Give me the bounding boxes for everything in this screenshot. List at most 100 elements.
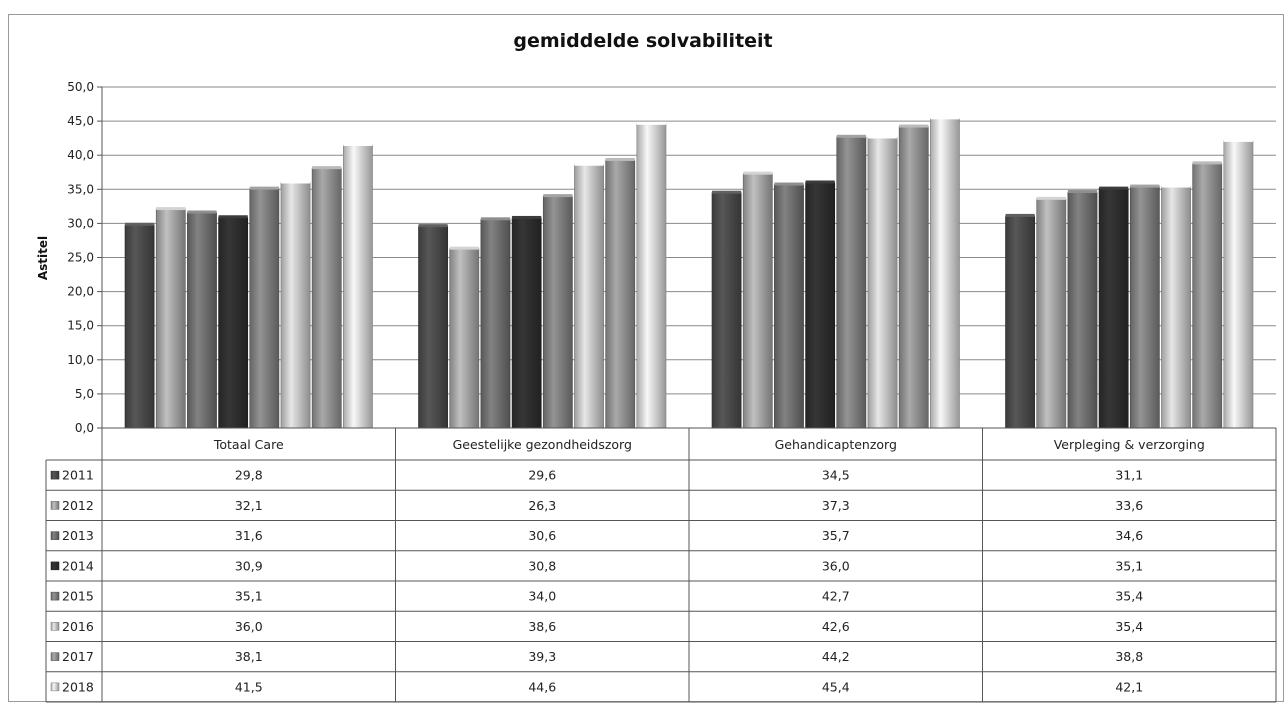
bar-2011 <box>1005 215 1035 429</box>
data-cell: 37,3 <box>822 498 850 513</box>
bar-2018 <box>1223 140 1254 429</box>
data-cell: 34,0 <box>528 589 556 604</box>
bar-2014 <box>511 217 542 429</box>
y-tick-label: 25,0 <box>67 251 94 265</box>
data-cell: 33,6 <box>1115 498 1143 513</box>
bar-top <box>187 210 217 214</box>
legend-label-2011: 2011 <box>62 468 94 483</box>
bar-2018 <box>930 118 960 429</box>
bar-2017 <box>605 159 636 429</box>
bar-top <box>899 124 929 128</box>
bar-top <box>512 215 542 219</box>
legend-label-2016: 2016 <box>62 619 94 634</box>
bar-top <box>1192 161 1222 165</box>
bar-2013 <box>774 184 804 429</box>
data-cell: 34,6 <box>1115 528 1143 543</box>
y-tick-label: 45,0 <box>67 114 94 128</box>
bar-2016 <box>867 137 898 429</box>
bar-top <box>1223 138 1253 142</box>
y-tick-label: 30,0 <box>67 216 94 230</box>
bar-2015 <box>249 188 280 429</box>
bar-2012 <box>449 248 480 429</box>
bar-top <box>1067 190 1098 194</box>
bar-top <box>805 180 835 184</box>
legend-label-2018: 2018 <box>62 679 94 694</box>
bar-2016 <box>1161 186 1191 429</box>
data-cell: 30,6 <box>528 528 556 543</box>
bar-top <box>743 171 773 175</box>
legend-key-2015 <box>50 591 60 601</box>
bar-2013 <box>1067 191 1098 429</box>
data-cell: 38,6 <box>528 619 556 634</box>
y-tick-label: 35,0 <box>67 182 94 196</box>
data-cell: 35,1 <box>235 589 263 604</box>
bar-2014 <box>1098 188 1129 429</box>
data-cell: 32,1 <box>235 498 263 513</box>
legend-label-2015: 2015 <box>62 589 94 604</box>
category-label: Geestelijke gezondheidszorg <box>453 437 632 452</box>
data-cell: 35,7 <box>822 528 850 543</box>
bar-top <box>156 207 186 211</box>
bar-2017 <box>311 167 342 429</box>
data-cell: 29,6 <box>528 468 556 483</box>
y-tick-label: 20,0 <box>67 285 94 299</box>
data-cell: 38,1 <box>235 649 263 664</box>
bar-top <box>543 194 573 198</box>
data-cell: 26,3 <box>528 498 556 513</box>
legend-key-2014 <box>50 561 60 571</box>
bar-2018 <box>636 123 667 429</box>
y-tick-label: 5,0 <box>75 387 94 401</box>
bar-2015 <box>1129 186 1160 429</box>
y-tick-label: 15,0 <box>67 319 94 333</box>
bar-top <box>1099 186 1129 190</box>
data-cell: 45,4 <box>822 679 850 694</box>
data-cell: 41,5 <box>235 679 263 694</box>
legend-key-2017 <box>50 652 60 661</box>
bar-top <box>418 224 448 228</box>
bar-top <box>774 182 804 186</box>
bar-2013 <box>480 219 511 429</box>
category-label: Verpleging & verzorging <box>1054 437 1205 452</box>
bar-2014 <box>805 182 836 429</box>
bar-2015 <box>542 195 573 429</box>
legend-key-2018 <box>50 682 60 692</box>
bar-2017 <box>1192 163 1223 429</box>
data-cell: 42,6 <box>822 619 850 634</box>
legend-key-2012 <box>50 501 60 510</box>
y-tick-label: 40,0 <box>67 148 94 162</box>
bar-2014 <box>218 216 249 429</box>
bar-top <box>343 142 373 146</box>
bar-top <box>312 166 342 170</box>
legend-label-2013: 2013 <box>62 528 94 543</box>
data-cell: 35,4 <box>1115 619 1143 634</box>
data-cell: 30,8 <box>528 558 556 573</box>
data-cell: 36,0 <box>235 619 263 634</box>
data-cell: 44,6 <box>528 679 556 694</box>
data-cell: 35,4 <box>1115 589 1143 604</box>
legend-key-2016 <box>50 622 60 631</box>
bar-top <box>449 246 479 250</box>
category-label: Gehandicaptenzorg <box>775 437 897 452</box>
bar-top <box>218 215 248 219</box>
data-cell: 34,5 <box>822 468 850 483</box>
bar-2015 <box>836 136 867 429</box>
y-axis-label: Astitel <box>36 236 50 280</box>
legend-label-2012: 2012 <box>62 498 94 513</box>
data-cell: 35,1 <box>1115 558 1143 573</box>
data-cell: 31,1 <box>1115 468 1143 483</box>
category-label: Totaal Care <box>213 437 284 452</box>
bar-top <box>930 116 960 120</box>
bar-top <box>1036 196 1066 200</box>
bar-2013 <box>187 212 217 429</box>
bar-top <box>1161 184 1191 188</box>
data-cell: 42,7 <box>822 589 850 604</box>
data-cell: 39,3 <box>528 649 556 664</box>
y-tick-label: 10,0 <box>67 353 94 367</box>
data-cell: 44,2 <box>822 649 850 664</box>
y-tick-label: 0,0 <box>75 421 94 435</box>
bar-2011 <box>124 224 155 429</box>
bar-2011 <box>418 225 448 429</box>
bar-2017 <box>898 126 929 429</box>
bar-top <box>712 190 742 194</box>
